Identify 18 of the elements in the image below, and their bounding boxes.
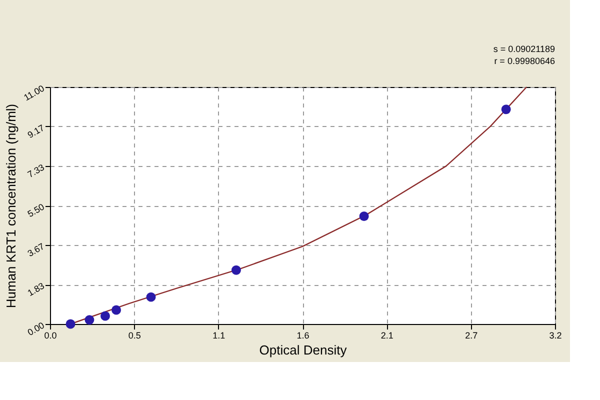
x-tick-label: 1.6 [296, 330, 310, 340]
x-axis-title: Optical Density [259, 342, 348, 358]
x-tick-label: 0.0 [44, 330, 57, 340]
x-tick-label: 2.7 [465, 330, 478, 340]
y-tick-label: 11.00 [22, 83, 46, 103]
x-tick-label: 3.2 [549, 330, 562, 340]
y-tick-label: 7.33 [26, 162, 46, 180]
y-tick-label: 5.50 [26, 202, 46, 220]
y-tick-label: 0.00 [26, 320, 46, 338]
x-tick-label: 1.1 [212, 330, 226, 340]
y-tick-label: 1.83 [26, 280, 46, 298]
y-tick-label: 3.67 [26, 241, 46, 259]
y-tick-label: 9.17 [26, 122, 46, 140]
x-tick-label: 0.5 [128, 330, 141, 340]
y-axis-title: Human KRT1 concentration (ng/ml) [4, 104, 19, 308]
x-tick-label: 2.1 [380, 330, 394, 340]
text: r = 0.99980646 [494, 56, 555, 66]
text: s = 0.09021189 [493, 44, 555, 54]
